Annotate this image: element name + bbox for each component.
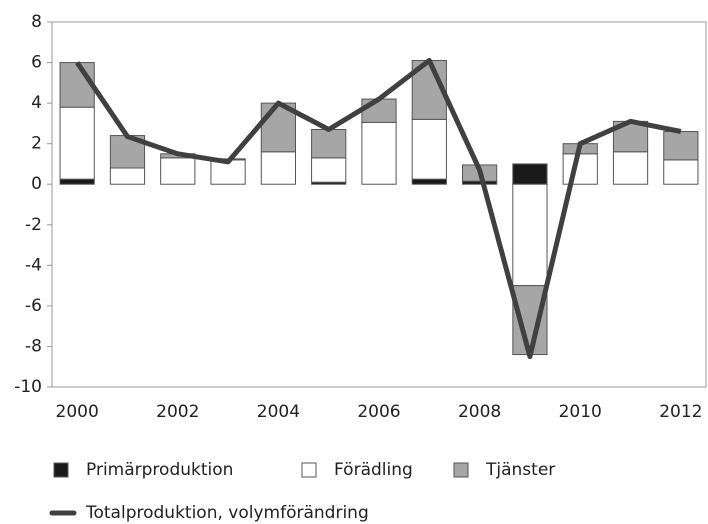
bar bbox=[59, 106, 95, 180]
bar bbox=[210, 159, 246, 185]
y-tick-label: 6 bbox=[31, 53, 42, 73]
x-tick-label: 2010 bbox=[559, 402, 602, 422]
legend-label: Primärproduktion bbox=[86, 460, 233, 480]
legend-label: Tjänster bbox=[485, 460, 555, 480]
line bbox=[75, 58, 682, 360]
bar bbox=[663, 131, 699, 161]
x-tick-label: 2004 bbox=[257, 402, 300, 422]
bar bbox=[411, 118, 447, 180]
y-tick-label: -10 bbox=[14, 377, 42, 397]
legend-swatch bbox=[453, 462, 469, 478]
x-tick-label: 2002 bbox=[156, 402, 199, 422]
x-tick-label: 2008 bbox=[458, 402, 501, 422]
bar bbox=[361, 121, 397, 185]
bar bbox=[512, 183, 548, 287]
bar bbox=[160, 157, 196, 185]
bar bbox=[311, 128, 347, 159]
y-tick-label: -4 bbox=[25, 255, 42, 275]
bar bbox=[59, 178, 95, 185]
bar bbox=[361, 98, 397, 123]
plot-area bbox=[51, 21, 707, 388]
bar bbox=[562, 153, 598, 185]
y-tick-label: -2 bbox=[25, 215, 42, 235]
y-tick-label: 4 bbox=[31, 93, 42, 113]
x-tick-label: 2000 bbox=[56, 402, 99, 422]
legend-label: Totalproduktion, volymförändring bbox=[85, 503, 369, 523]
legend-swatch bbox=[53, 462, 69, 478]
x-tick-label: 2012 bbox=[659, 402, 702, 422]
y-tick-label: 2 bbox=[31, 134, 42, 154]
legend-label: Förädling bbox=[334, 460, 413, 480]
bar bbox=[311, 157, 347, 183]
legend-swatch bbox=[301, 462, 317, 478]
y-tick-label: 0 bbox=[31, 174, 42, 194]
bar bbox=[663, 159, 699, 185]
y-tick-label: -6 bbox=[25, 296, 42, 316]
x-tick-label: 2006 bbox=[357, 402, 400, 422]
bar bbox=[512, 163, 548, 185]
bar bbox=[411, 178, 447, 185]
bar bbox=[260, 151, 296, 185]
y-tick-label: 8 bbox=[31, 12, 42, 32]
bar bbox=[59, 62, 95, 108]
y-tick-label: -8 bbox=[25, 336, 42, 356]
bar bbox=[612, 151, 649, 185]
bar bbox=[109, 167, 146, 185]
